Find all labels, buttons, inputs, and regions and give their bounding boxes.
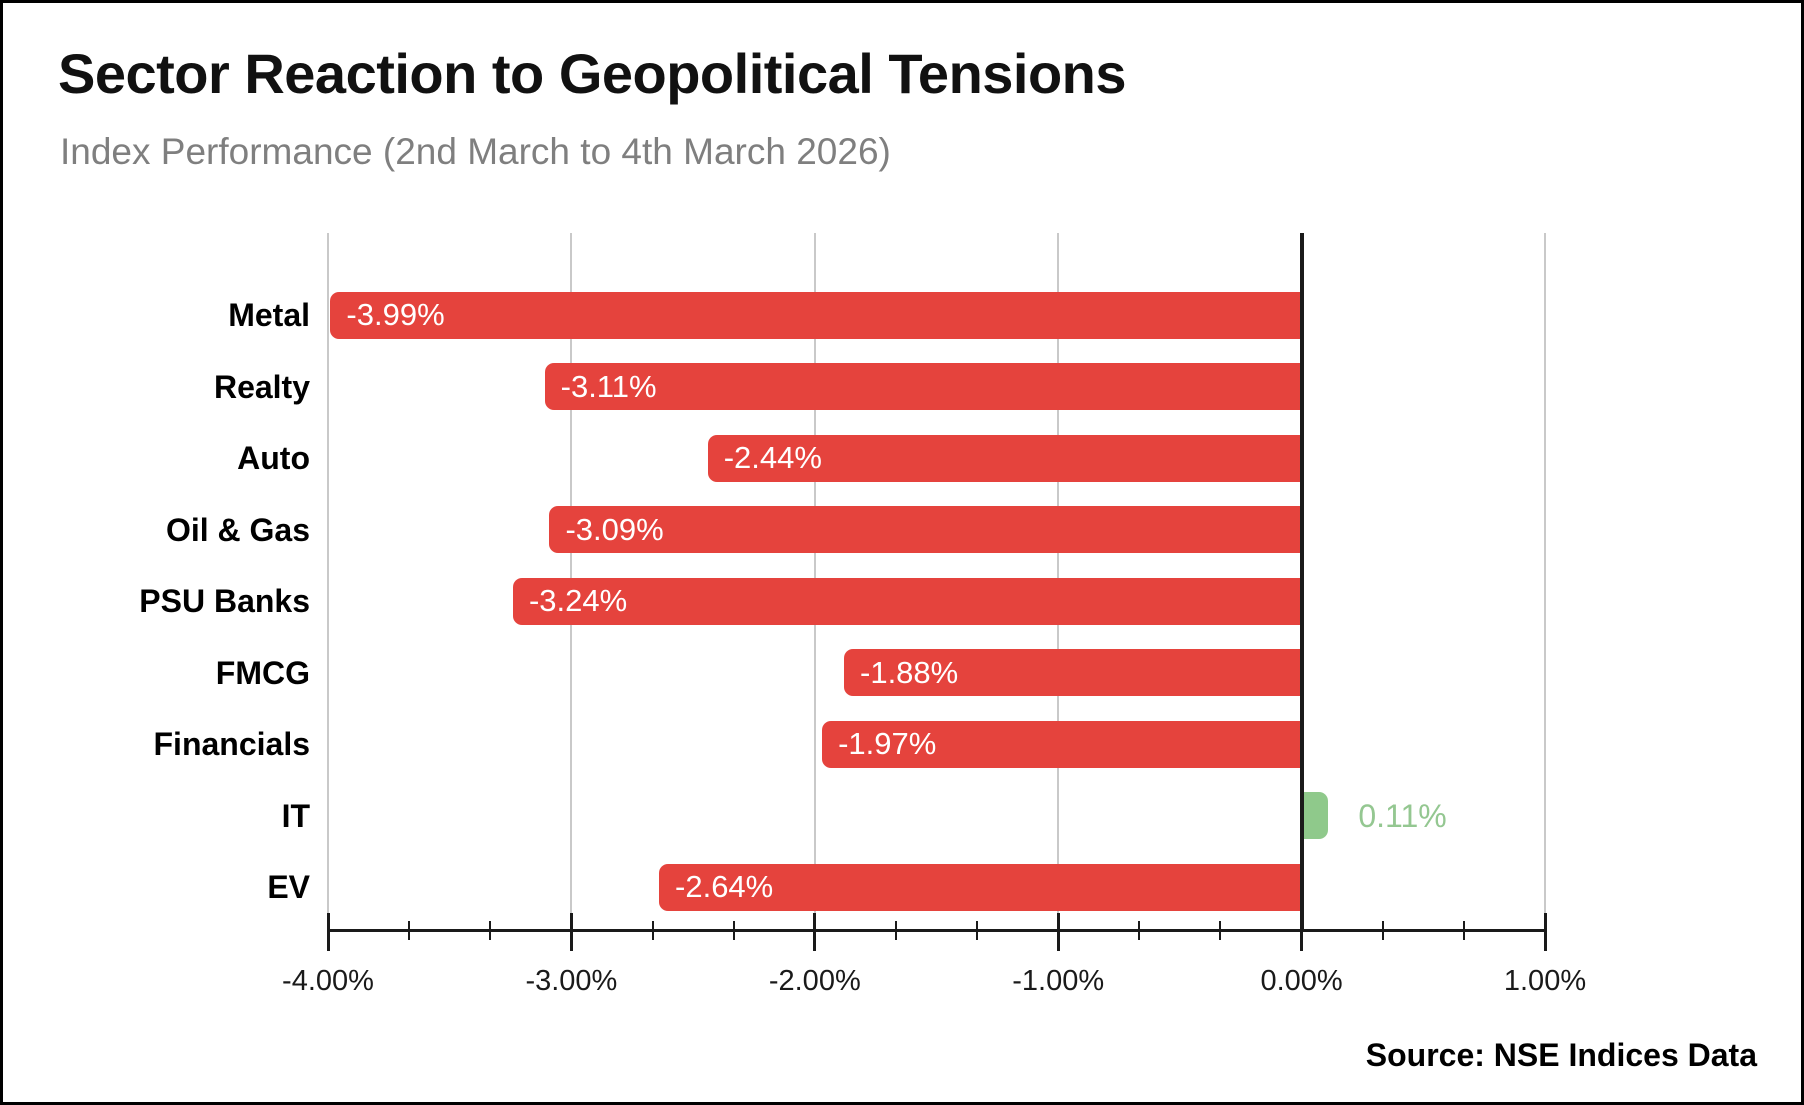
- chart-title: Sector Reaction to Geopolitical Tensions: [58, 42, 1127, 105]
- bar-value-label: -1.97%: [838, 726, 937, 761]
- category-label: Metal: [228, 297, 310, 333]
- bar-realty: -3.11%: [544, 363, 1302, 410]
- bar-value-label: 0.11%: [1358, 797, 1447, 834]
- bar-ev: -2.64%: [659, 863, 1302, 911]
- x-tick-major: [326, 913, 330, 951]
- bar-value-label: -3.99%: [346, 297, 445, 332]
- x-tick-label: -2.00%: [768, 965, 861, 997]
- bar-financials: -1.97%: [822, 720, 1302, 768]
- bar-value-label: -3.09%: [565, 511, 664, 547]
- x-tick-major: [1056, 913, 1060, 951]
- bar-fmcg: -1.88%: [844, 649, 1302, 696]
- x-tick-label: -1.00%: [1012, 965, 1105, 997]
- category-label: PSU Banks: [139, 583, 310, 619]
- bar-value-label: -1.88%: [860, 654, 959, 690]
- category-label: Auto: [237, 440, 310, 476]
- x-tick-label: -3.00%: [525, 965, 618, 997]
- x-tick-major: [1543, 913, 1547, 951]
- bar-value-label: -3.11%: [560, 368, 657, 404]
- category-label: EV: [267, 869, 310, 905]
- bar-psu-banks: -3.24%: [512, 577, 1302, 625]
- bar-auto: -2.44%: [707, 434, 1302, 482]
- category-label: Realty: [213, 368, 310, 405]
- grid-line: [1544, 233, 1546, 931]
- bar-value-label: -2.44%: [723, 440, 822, 475]
- plot-area: -4.00% -3.00% -2.00% -1.00% 0.00% 1.00% Metal -…: [3, 3, 1801, 1102]
- category-label: IT: [281, 797, 310, 834]
- grid-line: [327, 233, 329, 931]
- category-label: Oil & Gas: [165, 511, 310, 548]
- bar-value-label: -3.24%: [528, 583, 628, 618]
- bar-metal: -3.99%: [330, 291, 1302, 339]
- bar-it: [1301, 792, 1329, 839]
- x-tick-label: 1.00%: [1503, 965, 1587, 997]
- bar-oil-gas: -3.09%: [549, 506, 1302, 553]
- zero-axis-line: [1299, 233, 1304, 931]
- x-tick-major: [569, 913, 573, 951]
- x-tick-major: [813, 913, 817, 951]
- category-label: Financials: [153, 726, 311, 762]
- chart-subtitle: Index Performance (2nd March to 4th Marc…: [60, 131, 891, 172]
- x-tick-label: -4.00%: [282, 965, 374, 997]
- x-axis-line: [328, 929, 1545, 932]
- category-label: FMCG: [215, 654, 310, 691]
- source-note: Source: NSE Indices Data: [1365, 1037, 1757, 1073]
- bar-value-label: -2.64%: [675, 869, 774, 904]
- x-tick-label: 0.00%: [1260, 965, 1343, 997]
- x-tick-major: [1300, 913, 1304, 951]
